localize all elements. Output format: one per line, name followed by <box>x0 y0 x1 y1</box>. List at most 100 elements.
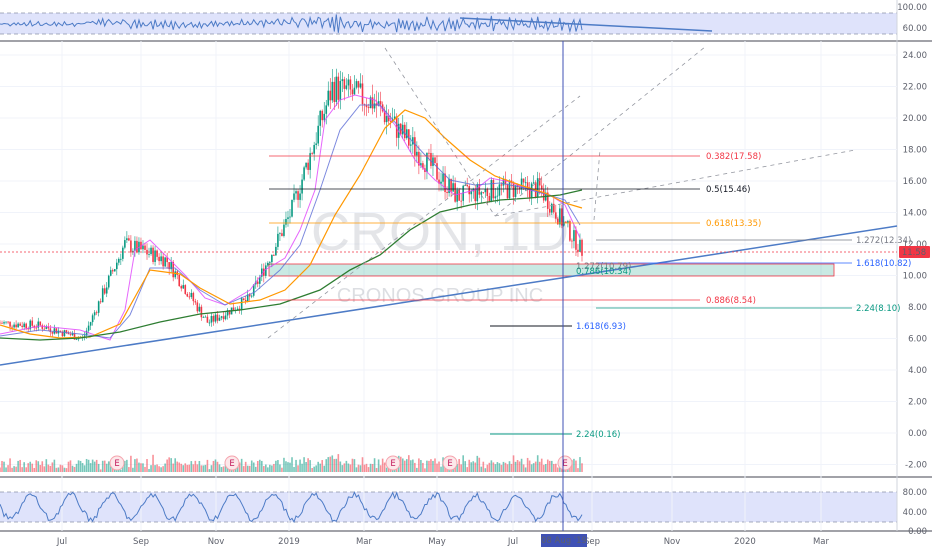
volume-bar <box>218 464 221 472</box>
volume-bar <box>33 467 36 472</box>
volume-bar <box>472 461 475 472</box>
candle-body <box>170 261 172 270</box>
candle-body <box>385 116 388 123</box>
candle-body <box>126 238 128 241</box>
candle-body <box>51 332 54 334</box>
volume-bar <box>379 465 382 472</box>
earnings-marker[interactable]: E <box>557 455 573 471</box>
volume-bar <box>212 460 215 472</box>
volume-bar <box>512 455 515 472</box>
svg-text:E: E <box>114 459 119 469</box>
volume-bar <box>170 458 172 472</box>
volume-bar <box>206 459 209 472</box>
volume-bar <box>244 461 247 472</box>
volume-bar <box>460 464 462 472</box>
candle-body <box>13 324 15 328</box>
candle-body <box>307 162 309 170</box>
volume-bar <box>210 465 213 472</box>
pitchfork-ray <box>593 149 601 221</box>
volume-bar <box>369 463 372 472</box>
earnings-marker[interactable]: E <box>109 455 125 471</box>
fib-label-1618-b: 1.618(6.93) <box>576 322 626 332</box>
earnings-marker[interactable]: E <box>224 455 240 471</box>
volume-bar <box>128 467 130 472</box>
earnings-marker[interactable]: E <box>442 455 458 471</box>
candle-body <box>387 116 390 122</box>
candle-body <box>315 143 317 145</box>
candle-body <box>422 163 424 169</box>
volume-bar <box>323 465 326 472</box>
time-tick-label: Sep <box>133 537 149 547</box>
ma-fast-line <box>0 94 581 341</box>
volume-bar <box>522 464 525 472</box>
price-tick-label: 18.00 <box>903 146 927 156</box>
candle-body <box>561 208 563 226</box>
candle-body <box>7 321 9 323</box>
candle-body <box>256 281 259 284</box>
candle-body <box>118 258 120 263</box>
candle-body <box>29 320 32 330</box>
candle-body <box>212 315 215 322</box>
volume-bar <box>87 459 90 472</box>
candle-body <box>69 334 72 336</box>
fib-label-0886: 0.886(8.54) <box>706 296 756 306</box>
volume-bar <box>29 461 32 472</box>
fib-label-0382: 0.382(17.58) <box>706 152 761 162</box>
stochastic-line <box>0 490 583 524</box>
candle-body <box>410 144 412 146</box>
fib-label-224-a: 2.24(8.10) <box>856 304 900 314</box>
candle-body <box>359 83 362 88</box>
volume-bar <box>234 468 237 472</box>
candle-body <box>23 323 25 327</box>
volume-bar <box>434 458 436 472</box>
volume-bar <box>482 461 485 472</box>
rsi-line <box>0 14 583 34</box>
candle-body <box>214 314 217 322</box>
volume-bar <box>508 461 511 472</box>
candle-body <box>218 317 221 321</box>
volume-bar <box>575 460 577 472</box>
volume-bar <box>365 463 368 472</box>
volume-bar <box>226 466 229 472</box>
candle-body <box>21 325 23 327</box>
earnings-marker[interactable]: E <box>385 455 401 471</box>
candle-body <box>440 181 442 184</box>
candle-body <box>17 323 19 328</box>
volume-bar <box>21 467 23 472</box>
volume-bar <box>0 467 1 472</box>
volume-bar <box>335 458 338 472</box>
volume-bar <box>377 459 380 472</box>
volume-bar <box>17 460 19 472</box>
volume-bar <box>571 460 573 472</box>
candle-body <box>206 316 209 323</box>
price-tick-label: 14.00 <box>903 209 927 219</box>
volume-bar <box>11 467 13 472</box>
time-tick-label: Mar <box>813 537 830 547</box>
candle-body <box>216 314 219 321</box>
volume-bar <box>164 463 166 472</box>
crosshair-date-label: 08 Aug '19 <box>541 536 587 546</box>
volume-bar <box>325 459 328 472</box>
volume-bar <box>518 461 521 472</box>
price-tick-label: 24.00 <box>903 51 927 61</box>
candle-body <box>389 121 392 122</box>
volume-bar <box>333 458 336 472</box>
candle-body <box>341 79 344 82</box>
volume-bar <box>474 462 477 472</box>
candle-body <box>130 240 132 253</box>
candle-body <box>303 167 305 180</box>
volume-bar <box>154 465 156 472</box>
volume-bar <box>371 463 374 472</box>
candle-body <box>528 189 531 199</box>
candle-body <box>478 184 481 195</box>
candle-body <box>99 301 102 303</box>
ma-slow-line <box>0 104 581 339</box>
volume-bar <box>180 463 183 472</box>
volume-bar <box>67 461 70 472</box>
candle-body <box>565 221 567 223</box>
volume-bar <box>99 469 102 472</box>
candle-body <box>373 103 376 109</box>
volume-bar <box>31 463 34 472</box>
stoch-tick-label: 0.00 <box>908 527 927 537</box>
